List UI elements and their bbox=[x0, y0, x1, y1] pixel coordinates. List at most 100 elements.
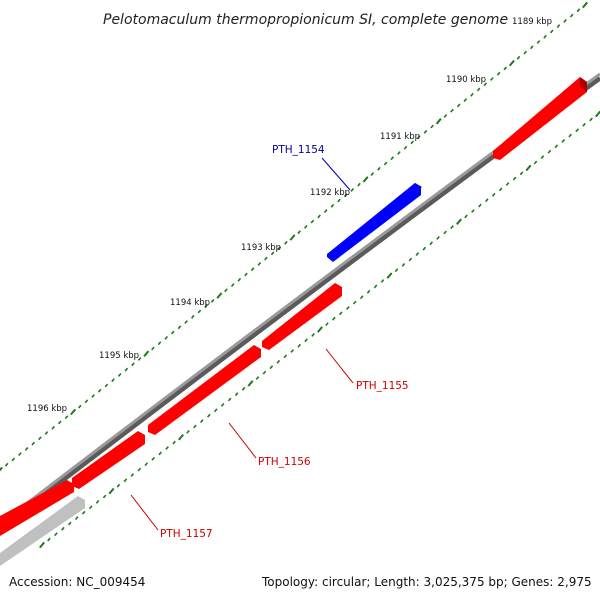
inner-tick bbox=[137, 467, 142, 472]
outer-tick bbox=[390, 156, 395, 161]
inner-tick bbox=[408, 257, 413, 262]
gene-unnamed-right[interactable] bbox=[493, 77, 587, 160]
inner-tick bbox=[227, 397, 232, 402]
inner-tick bbox=[199, 419, 204, 424]
inner-tick bbox=[491, 192, 496, 197]
outer-tick bbox=[244, 272, 248, 277]
outer-tick bbox=[111, 378, 115, 383]
inner-tick bbox=[345, 306, 350, 310]
inner-tick bbox=[206, 413, 211, 418]
outer-tick bbox=[224, 288, 228, 293]
gene-label-pth-1157[interactable]: PTH_1157 bbox=[160, 528, 213, 540]
gene-pth-1155[interactable] bbox=[262, 283, 342, 350]
inner-tick bbox=[443, 230, 447, 235]
inner-tick bbox=[304, 338, 308, 343]
inner-tick bbox=[422, 246, 427, 251]
outer-tick bbox=[523, 50, 528, 55]
outer-tick bbox=[24, 446, 29, 451]
inner-tick bbox=[456, 218, 462, 225]
inner-tick bbox=[589, 117, 593, 122]
outer-tick bbox=[529, 45, 534, 50]
inner-tick bbox=[39, 541, 45, 549]
outer-tick bbox=[230, 283, 235, 288]
inner-tick bbox=[130, 473, 135, 477]
outer-tick bbox=[576, 8, 581, 13]
inner-tick bbox=[116, 483, 121, 488]
gene-unnamed-left[interactable] bbox=[0, 480, 74, 536]
outer-tick bbox=[97, 388, 102, 393]
inner-tick bbox=[88, 505, 93, 510]
outer-tick bbox=[470, 92, 474, 97]
inner-tick bbox=[158, 451, 163, 456]
inner-tick bbox=[401, 262, 406, 267]
outer-tick bbox=[104, 383, 109, 388]
outer-tick bbox=[197, 309, 202, 314]
outer-tick bbox=[483, 82, 488, 87]
outer-tick bbox=[337, 198, 341, 203]
gene-pth-1156[interactable] bbox=[148, 345, 261, 435]
outer-tick bbox=[416, 135, 421, 140]
gene-label-pth-1155[interactable]: PTH_1155 bbox=[356, 380, 409, 392]
outer-tick bbox=[350, 187, 355, 192]
outer-tick bbox=[131, 362, 135, 367]
inner-tick bbox=[193, 424, 197, 429]
tick-label-1195: 1195 kbp bbox=[99, 351, 139, 361]
tick-label-1191: 1191 kbp bbox=[380, 132, 420, 142]
outer-tick bbox=[91, 394, 95, 398]
gene-label-pth-1156[interactable]: PTH_1156 bbox=[258, 456, 311, 468]
outer-tick bbox=[563, 18, 567, 23]
inner-tick bbox=[61, 526, 65, 531]
gene-pth-1157[interactable] bbox=[72, 431, 145, 489]
inner-tick bbox=[47, 537, 51, 542]
inner-tick bbox=[325, 322, 329, 327]
outer-tick bbox=[549, 29, 554, 34]
inner-tick-track bbox=[39, 110, 600, 549]
inner-tick bbox=[311, 332, 315, 337]
inner-tick bbox=[332, 316, 336, 321]
inner-tick bbox=[429, 241, 434, 246]
inner-tick bbox=[144, 462, 149, 467]
inner-tick bbox=[359, 295, 364, 300]
inner-tick bbox=[373, 284, 378, 289]
inner-tick bbox=[436, 235, 440, 240]
gene-unnamed-right-shade[interactable] bbox=[580, 77, 587, 92]
outer-tick bbox=[330, 203, 335, 208]
gene-label-pth-1154[interactable]: PTH_1154 bbox=[272, 144, 325, 156]
tick-label-1190: 1190 kbp bbox=[446, 75, 486, 85]
outer-tick bbox=[177, 325, 182, 330]
outer-tick bbox=[569, 13, 574, 18]
outer-tick bbox=[430, 124, 434, 129]
inner-tick bbox=[386, 272, 393, 279]
outer-tick bbox=[11, 457, 16, 462]
outer-tick bbox=[137, 357, 142, 361]
inner-tick bbox=[380, 279, 385, 283]
outer-tick bbox=[410, 140, 415, 145]
outer-tick bbox=[270, 251, 275, 256]
gene-pth-1154[interactable] bbox=[327, 183, 421, 262]
outer-tick bbox=[556, 24, 561, 29]
inner-tick bbox=[317, 326, 323, 333]
outer-tick bbox=[184, 320, 188, 324]
outer-tick bbox=[536, 40, 541, 44]
gene-grey[interactable] bbox=[0, 496, 85, 566]
tick-labels: 1189 kbp 1190 kbp 1191 kbp 1192 kbp 1193… bbox=[27, 17, 552, 414]
inner-tick bbox=[165, 446, 169, 450]
inner-tick bbox=[74, 516, 79, 521]
tick-label-1189: 1189 kbp bbox=[512, 17, 552, 27]
outer-tick bbox=[31, 441, 36, 446]
inner-tick bbox=[582, 122, 586, 127]
tick-label-1194: 1194 kbp bbox=[170, 298, 210, 308]
inner-tick bbox=[213, 408, 218, 413]
inner-tick bbox=[297, 343, 302, 348]
outer-tick bbox=[190, 314, 195, 319]
inner-tick bbox=[540, 155, 545, 160]
topology-text: Topology: circular; Length: 3,025,375 bp… bbox=[261, 575, 592, 589]
outer-tick bbox=[0, 466, 3, 472]
inner-tick bbox=[54, 532, 58, 537]
inner-tick bbox=[366, 289, 371, 294]
outer-tick bbox=[496, 71, 501, 76]
inner-tick bbox=[525, 164, 532, 172]
outer-tick bbox=[463, 98, 468, 103]
outer-tick bbox=[250, 267, 255, 272]
outer-tick bbox=[383, 161, 388, 166]
